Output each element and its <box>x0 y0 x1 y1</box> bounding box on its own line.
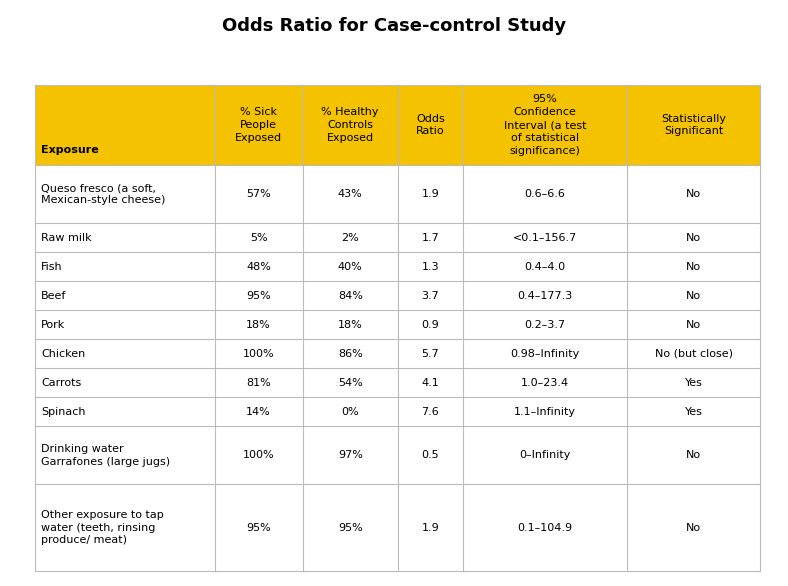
Bar <box>35 252 760 281</box>
Text: 18%: 18% <box>247 320 271 330</box>
Bar <box>35 310 760 339</box>
Text: 18%: 18% <box>338 320 362 330</box>
Text: 1.7: 1.7 <box>422 233 439 243</box>
Text: No (but close): No (but close) <box>655 349 733 359</box>
Text: 43%: 43% <box>338 189 362 199</box>
Text: 1.9: 1.9 <box>422 523 439 533</box>
Text: 0.4–4.0: 0.4–4.0 <box>524 262 566 272</box>
Text: No: No <box>686 450 701 461</box>
Bar <box>35 426 760 484</box>
Text: Chicken: Chicken <box>41 349 85 359</box>
Text: 86%: 86% <box>338 349 362 359</box>
Text: Beef: Beef <box>41 291 66 301</box>
Text: % Sick
People
Exposed: % Sick People Exposed <box>235 107 282 143</box>
Text: 14%: 14% <box>247 407 271 417</box>
Text: 0.1–104.9: 0.1–104.9 <box>517 523 572 533</box>
Text: Yes: Yes <box>685 378 703 388</box>
Text: Carrots: Carrots <box>41 378 81 388</box>
Text: Raw milk: Raw milk <box>41 233 91 243</box>
Text: No: No <box>686 291 701 301</box>
Text: 84%: 84% <box>338 291 362 301</box>
Bar <box>35 339 760 368</box>
Text: 54%: 54% <box>338 378 362 388</box>
Bar <box>35 397 760 426</box>
Text: 95%: 95% <box>247 291 271 301</box>
Text: Odds Ratio for Case-control Study: Odds Ratio for Case-control Study <box>222 18 566 35</box>
Bar <box>35 223 760 252</box>
Text: Statistically
Significant: Statistically Significant <box>661 114 727 137</box>
Text: 0–Infinity: 0–Infinity <box>519 450 571 461</box>
Text: 0.6–6.6: 0.6–6.6 <box>524 189 565 199</box>
Text: No: No <box>686 189 701 199</box>
Text: No: No <box>686 320 701 330</box>
Text: 95%: 95% <box>338 523 362 533</box>
Text: 81%: 81% <box>247 378 271 388</box>
Text: 1.1–Infinity: 1.1–Infinity <box>514 407 576 417</box>
Bar <box>35 165 760 223</box>
Text: 40%: 40% <box>338 262 362 272</box>
Text: No: No <box>686 233 701 243</box>
Text: 57%: 57% <box>247 189 271 199</box>
Text: 5.7: 5.7 <box>422 349 439 359</box>
Text: 5%: 5% <box>250 233 267 243</box>
Text: Exposure: Exposure <box>41 145 98 155</box>
Text: Queso fresco (a soft,
Mexican-style cheese): Queso fresco (a soft, Mexican-style chee… <box>41 183 165 206</box>
Text: <0.1–156.7: <0.1–156.7 <box>513 233 577 243</box>
Text: Pork: Pork <box>41 320 65 330</box>
Text: 4.1: 4.1 <box>422 378 439 388</box>
Bar <box>35 368 760 397</box>
Text: 7.6: 7.6 <box>422 407 439 417</box>
Text: 0.98–Infinity: 0.98–Infinity <box>510 349 579 359</box>
Text: 0.9: 0.9 <box>422 320 439 330</box>
Text: 0.5: 0.5 <box>422 450 439 461</box>
Bar <box>35 85 760 165</box>
Bar <box>35 281 760 310</box>
Text: 0.4–177.3: 0.4–177.3 <box>517 291 572 301</box>
Text: No: No <box>686 262 701 272</box>
Text: 2%: 2% <box>341 233 359 243</box>
Text: No: No <box>686 523 701 533</box>
Text: 0.2–3.7: 0.2–3.7 <box>524 320 566 330</box>
Text: 1.0–23.4: 1.0–23.4 <box>521 378 569 388</box>
Text: 0%: 0% <box>341 407 359 417</box>
Text: Odds
Ratio: Odds Ratio <box>416 114 444 137</box>
Text: 1.3: 1.3 <box>422 262 439 272</box>
Text: 100%: 100% <box>243 349 274 359</box>
Text: 97%: 97% <box>338 450 362 461</box>
Text: 3.7: 3.7 <box>422 291 439 301</box>
Text: 95%
Confidence
Interval (a test
of statistical
significance): 95% Confidence Interval (a test of stati… <box>504 94 586 156</box>
Text: 48%: 48% <box>246 262 271 272</box>
Text: 95%: 95% <box>247 523 271 533</box>
Text: % Healthy
Controls
Exposed: % Healthy Controls Exposed <box>322 107 379 143</box>
Text: Fish: Fish <box>41 262 62 272</box>
Text: Spinach: Spinach <box>41 407 85 417</box>
Text: Drinking water
Garrafones (large jugs): Drinking water Garrafones (large jugs) <box>41 444 170 466</box>
Text: Yes: Yes <box>685 407 703 417</box>
Bar <box>35 484 760 571</box>
Text: 100%: 100% <box>243 450 274 461</box>
Text: Other exposure to tap
water (teeth, rinsing
produce/ meat): Other exposure to tap water (teeth, rins… <box>41 510 164 545</box>
Text: 1.9: 1.9 <box>422 189 439 199</box>
